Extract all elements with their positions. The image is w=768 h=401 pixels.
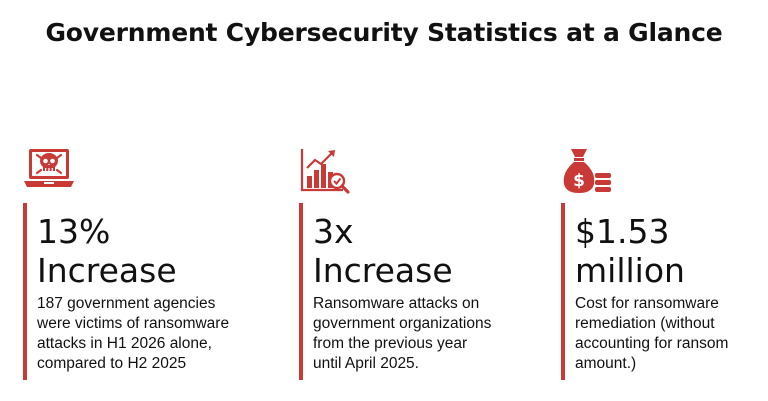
accent-bar bbox=[299, 203, 303, 380]
stat-value-number: 3x bbox=[313, 212, 354, 251]
rising-chart-magnifier-icon bbox=[300, 149, 350, 194]
stat-description-line: remediation (without bbox=[575, 315, 715, 332]
laptop-skull-icon bbox=[24, 149, 74, 187]
stat-value-label: million bbox=[575, 251, 685, 290]
stat-description-line: Cost for ransomware bbox=[575, 295, 719, 312]
stat-description-line: from the previous year bbox=[313, 335, 468, 352]
stat-description-line: government organizations bbox=[313, 315, 492, 332]
stat-description: Ransomware attacks on government organiz… bbox=[313, 294, 491, 374]
stat-description-line: compared to H2 2025 bbox=[37, 355, 187, 372]
stat-value: 13% Increase bbox=[37, 212, 177, 290]
stat-description-line: were victims of ransomware bbox=[37, 315, 230, 332]
stat-description-line: amount.) bbox=[575, 355, 637, 372]
stat-description-line: accounting for ransom bbox=[575, 335, 729, 352]
accent-bar bbox=[561, 203, 565, 380]
stat-description-line: attacks in H1 2026 alone, bbox=[37, 335, 212, 352]
stat-description-line: Ransomware attacks on bbox=[313, 295, 480, 312]
page-title: Government Cybersecurity Statistics at a… bbox=[45, 18, 723, 47]
stat-description-line: until April 2025. bbox=[313, 355, 419, 372]
stat-value-number: $1.53 bbox=[575, 212, 670, 251]
stat-value: 3x Increase bbox=[313, 212, 453, 290]
stat-value-label: Increase bbox=[313, 251, 453, 290]
stat-description-line: 187 government agencies bbox=[37, 295, 216, 312]
stat-value-number: 13% bbox=[37, 212, 111, 251]
svg-text:$: $ bbox=[573, 171, 585, 191]
money-bag-coins-icon: $ bbox=[563, 149, 611, 193]
stat-value: $1.53 million bbox=[575, 212, 685, 290]
stat-description: Cost for ransomware remediation (without… bbox=[575, 294, 728, 374]
stat-description: 187 government agencies were victims of … bbox=[37, 294, 229, 374]
accent-bar bbox=[23, 203, 27, 380]
stat-value-label: Increase bbox=[37, 251, 177, 290]
